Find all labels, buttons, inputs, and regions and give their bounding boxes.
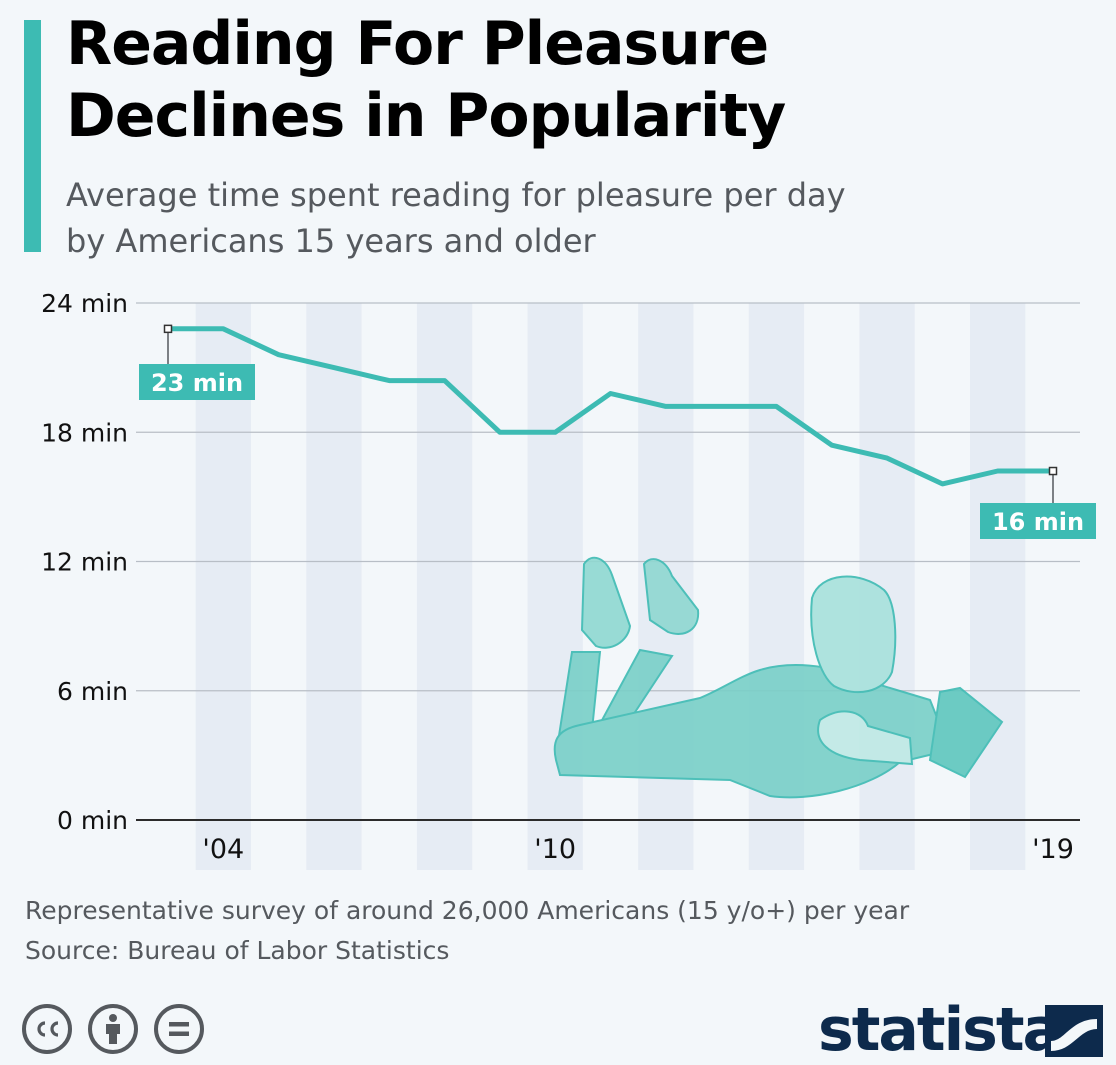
foot-left xyxy=(580,556,632,649)
callout-start: 23 min xyxy=(139,324,255,400)
subtitle-line-1: Average time spent reading for pleasure … xyxy=(66,176,846,214)
title-accent-bar xyxy=(24,20,41,252)
background-band xyxy=(306,303,362,870)
title-line-1: Reading For Pleasure xyxy=(66,9,769,79)
series-line xyxy=(165,326,1056,487)
background-band xyxy=(970,303,1026,870)
arm xyxy=(817,710,914,766)
x-tick-label: '04 xyxy=(202,834,244,865)
title-line-2: Declines in Popularity xyxy=(66,81,786,151)
background-band xyxy=(416,303,473,870)
y-tick-label: 18 min xyxy=(41,418,128,447)
y-axis-labels: 0 min 6 min 12 min 18 min 24 min xyxy=(41,289,128,835)
y-tick-label: 24 min xyxy=(41,289,128,318)
callout-end-box xyxy=(980,503,1096,539)
x-tick-label: '10 xyxy=(534,834,576,865)
gridlines xyxy=(136,302,1080,821)
source-note: Source: Bureau of Labor Statistics xyxy=(25,936,450,965)
background-band xyxy=(527,303,583,870)
x-tick-label: '19 xyxy=(1032,834,1074,865)
y-tick-label: 6 min xyxy=(57,677,128,706)
callout-start-label: 23 min xyxy=(151,369,243,397)
x-axis-labels: '04 '10 '19 xyxy=(202,834,1073,865)
chart-title: Reading For Pleasure Declines in Popular… xyxy=(66,8,786,152)
chart-subtitle: Average time spent reading for pleasure … xyxy=(66,172,846,264)
book xyxy=(928,686,1004,779)
license-icons xyxy=(22,1004,204,1054)
head xyxy=(810,575,897,694)
callout-start-box xyxy=(139,364,255,400)
statista-logo-icon xyxy=(1045,1005,1103,1057)
callout-end: 16 min xyxy=(980,466,1096,539)
survey-note: Representative survey of around 26,000 A… xyxy=(25,896,910,925)
callout-end-label: 16 min xyxy=(992,508,1084,536)
y-tick-label: 12 min xyxy=(41,548,128,577)
body xyxy=(553,664,952,799)
foot-right xyxy=(642,558,700,635)
reading-person-illustration xyxy=(553,556,1004,799)
statista-logo-text: statista xyxy=(818,995,1063,1065)
person-icon[interactable] xyxy=(88,1004,138,1054)
cc-icon[interactable] xyxy=(22,1004,72,1054)
equals-icon[interactable] xyxy=(154,1004,204,1054)
y-tick-label: 0 min xyxy=(57,806,128,835)
line-chart: 0 min 6 min 12 min 18 min 24 min '04 '10 '19 2… xyxy=(41,289,1096,870)
subtitle-line-2: by Americans 15 years and older xyxy=(66,222,596,260)
